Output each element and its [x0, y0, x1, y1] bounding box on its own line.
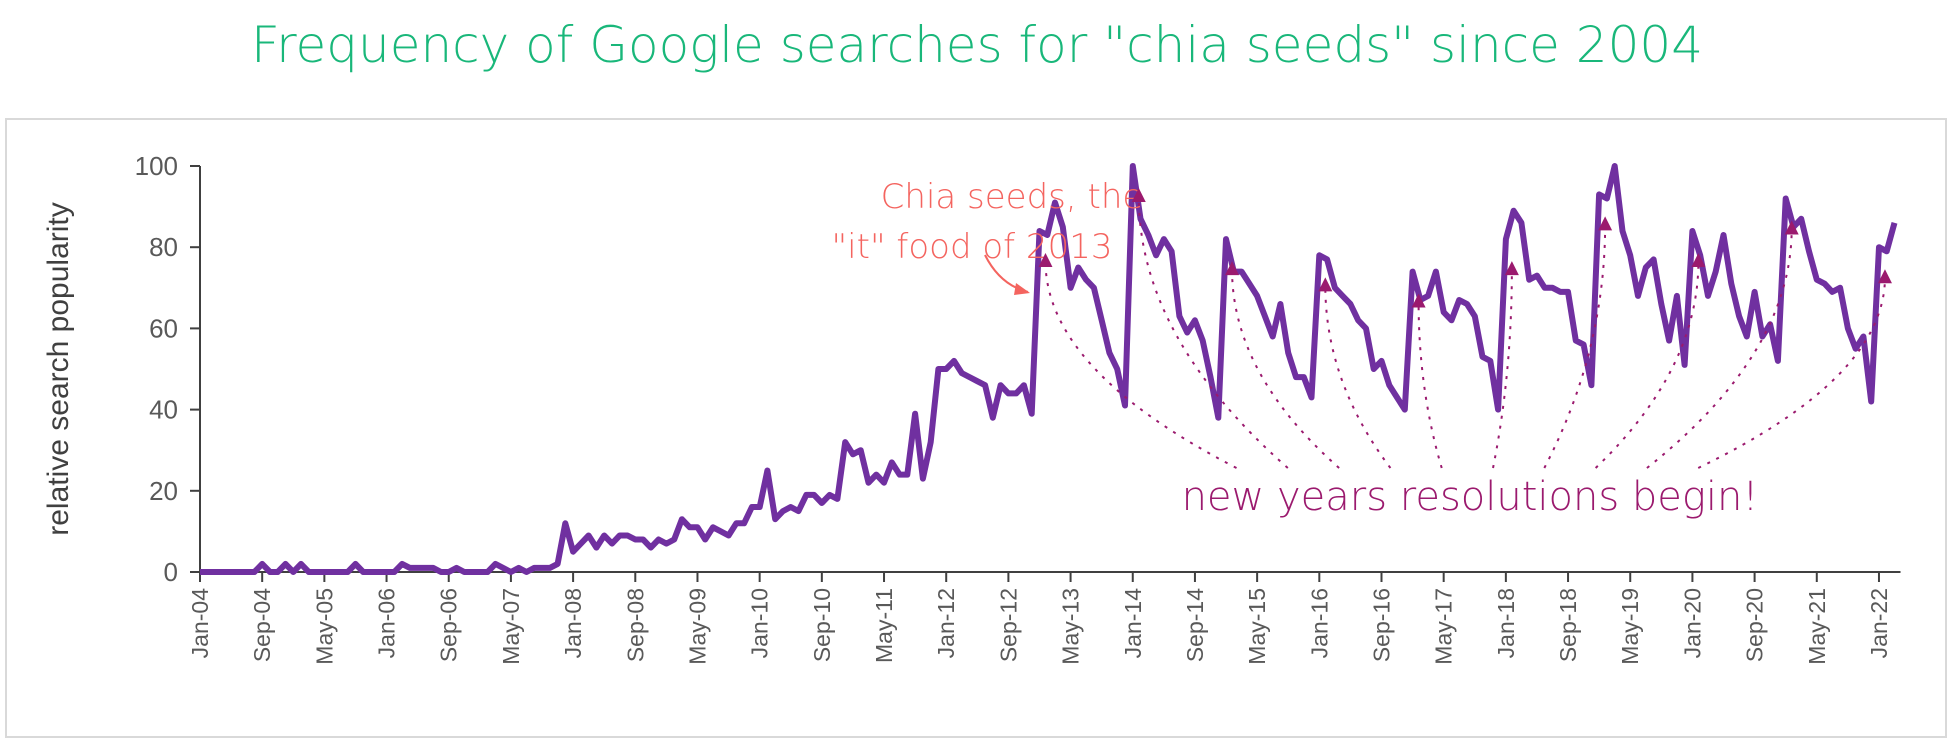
- x-tick-label: May-15: [1244, 588, 1270, 665]
- annotation-text: "it" food of 2013: [832, 227, 1113, 267]
- resolution-pointer: [1543, 224, 1607, 469]
- x-tick-label: Jan-04: [187, 588, 213, 659]
- resolution-arrowhead: [1318, 277, 1333, 292]
- resolution-pointer: [1417, 301, 1443, 469]
- x-tick-label: May-17: [1431, 588, 1457, 665]
- y-tick-label: 20: [149, 476, 178, 506]
- resolution-pointer: [1646, 228, 1793, 469]
- x-tick-label: May-09: [684, 588, 710, 665]
- x-tick-label: May-11: [871, 588, 897, 663]
- x-tick-label: Sep-12: [995, 588, 1021, 662]
- chart-frame: [5, 118, 1947, 738]
- x-tick-label: May-13: [1058, 588, 1084, 665]
- y-tick-label: 100: [135, 151, 178, 181]
- resolution-arrowhead: [1131, 188, 1146, 202]
- x-tick-label: May-07: [498, 588, 524, 665]
- x-tick-label: Jan-08: [560, 588, 586, 658]
- resolution-arrowhead: [1038, 252, 1053, 267]
- x-tick-label: Sep-18: [1555, 588, 1581, 662]
- x-tick-label: Sep-04: [249, 588, 275, 662]
- resolution-pointer: [1324, 285, 1392, 469]
- resolution-pointer: [1137, 195, 1289, 469]
- resolution-arrowhead: [1877, 269, 1892, 284]
- resolution-pointer: [1231, 269, 1340, 469]
- y-axis-label: relative search popularity: [42, 202, 75, 536]
- x-tick-label: Sep-06: [436, 588, 462, 662]
- y-tick-label: 60: [149, 313, 178, 343]
- y-tick-label: 40: [149, 395, 178, 425]
- resolution-arrowhead: [1225, 261, 1240, 276]
- annotation-text: Chia seeds, the: [881, 177, 1144, 217]
- x-tick-label: Jan-20: [1679, 588, 1705, 658]
- x-tick-label: Jan-14: [1120, 588, 1146, 659]
- x-tick-label: Sep-20: [1742, 588, 1768, 662]
- x-tick-label: May-19: [1617, 588, 1643, 665]
- y-tick-label: 80: [149, 232, 178, 262]
- x-tick-label: Sep-14: [1182, 588, 1208, 662]
- resolution-pointer: [1697, 277, 1886, 469]
- resolution-arrowhead: [1784, 220, 1799, 235]
- annotation-text: new years resolutions begin!: [1182, 474, 1759, 520]
- x-tick-label: Jan-06: [374, 588, 400, 658]
- resolution-arrowhead: [1411, 293, 1426, 308]
- resolution-arrowhead: [1691, 252, 1706, 267]
- x-tick-label: Jan-18: [1493, 588, 1519, 658]
- resolution-arrowhead: [1598, 216, 1613, 231]
- annotation-arrowhead: [1014, 283, 1030, 295]
- x-tick-label: Jan-22: [1866, 588, 1892, 658]
- data-line: [200, 163, 1898, 575]
- x-tick-label: Jan-16: [1306, 588, 1332, 658]
- x-tick-label: May-05: [311, 588, 337, 665]
- x-tick-label: Sep-16: [1368, 588, 1394, 662]
- x-tick-label: Sep-10: [809, 588, 835, 662]
- y-tick-label: 0: [164, 557, 178, 587]
- x-tick-label: Jan-10: [747, 588, 773, 658]
- x-tick-label: May-21: [1804, 588, 1830, 665]
- x-tick-label: Sep-08: [622, 588, 648, 662]
- resolution-arrowhead: [1504, 261, 1519, 276]
- resolution-pointer: [1594, 260, 1700, 469]
- x-tick-label: Jan-12: [933, 588, 959, 658]
- chart-title: Frequency of Google searches for "chia s…: [251, 16, 1703, 74]
- resolution-pointer: [1044, 260, 1237, 469]
